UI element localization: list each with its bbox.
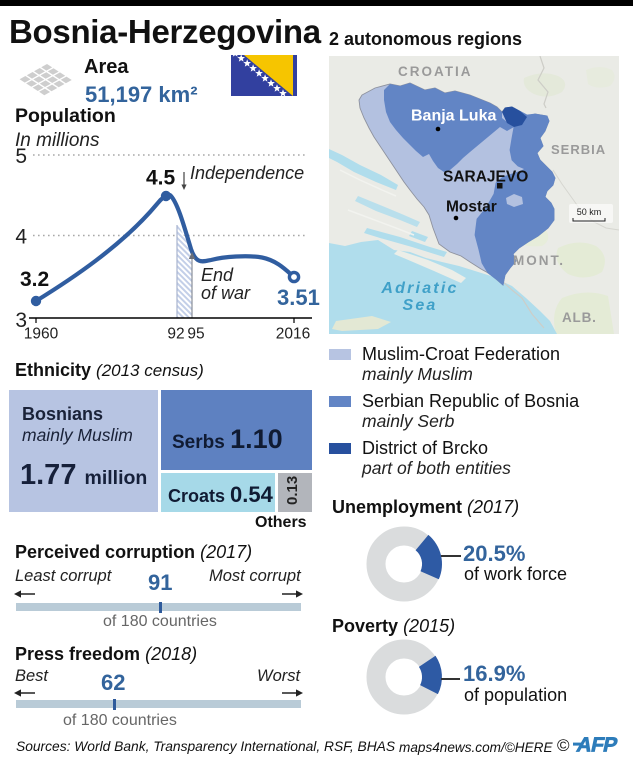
svg-text:SERBIA: SERBIA [551, 142, 606, 157]
svg-text:SARAJEVO: SARAJEVO [443, 169, 528, 186]
svg-text:4: 4 [15, 226, 27, 249]
svg-text:50 km: 50 km [577, 207, 602, 217]
svg-text:Mostar: Mostar [446, 199, 497, 216]
svg-text:1960: 1960 [24, 326, 59, 343]
svg-text:2016: 2016 [276, 326, 310, 343]
svg-text:5: 5 [15, 145, 27, 168]
svg-text:3.51: 3.51 [277, 285, 320, 310]
svg-text:of war: of war [201, 283, 251, 303]
svg-text:3: 3 [15, 309, 27, 332]
svg-text:Independence: Independence [190, 163, 304, 183]
svg-text:92: 92 [167, 326, 184, 343]
svg-text:3.2: 3.2 [20, 268, 49, 291]
svg-text:ALB.: ALB. [562, 310, 597, 325]
svg-text:Banja Luka: Banja Luka [411, 108, 496, 125]
svg-text:95: 95 [187, 326, 204, 343]
svg-text:AFP: AFP [575, 734, 620, 756]
svg-text:4.5: 4.5 [146, 167, 176, 190]
svg-text:End: End [201, 265, 234, 285]
svg-text:Sea: Sea [402, 297, 437, 314]
svg-text:Adriatic: Adriatic [380, 280, 458, 297]
svg-text:MONT.: MONT. [513, 253, 565, 268]
svg-text:CROATIA: CROATIA [398, 64, 473, 79]
